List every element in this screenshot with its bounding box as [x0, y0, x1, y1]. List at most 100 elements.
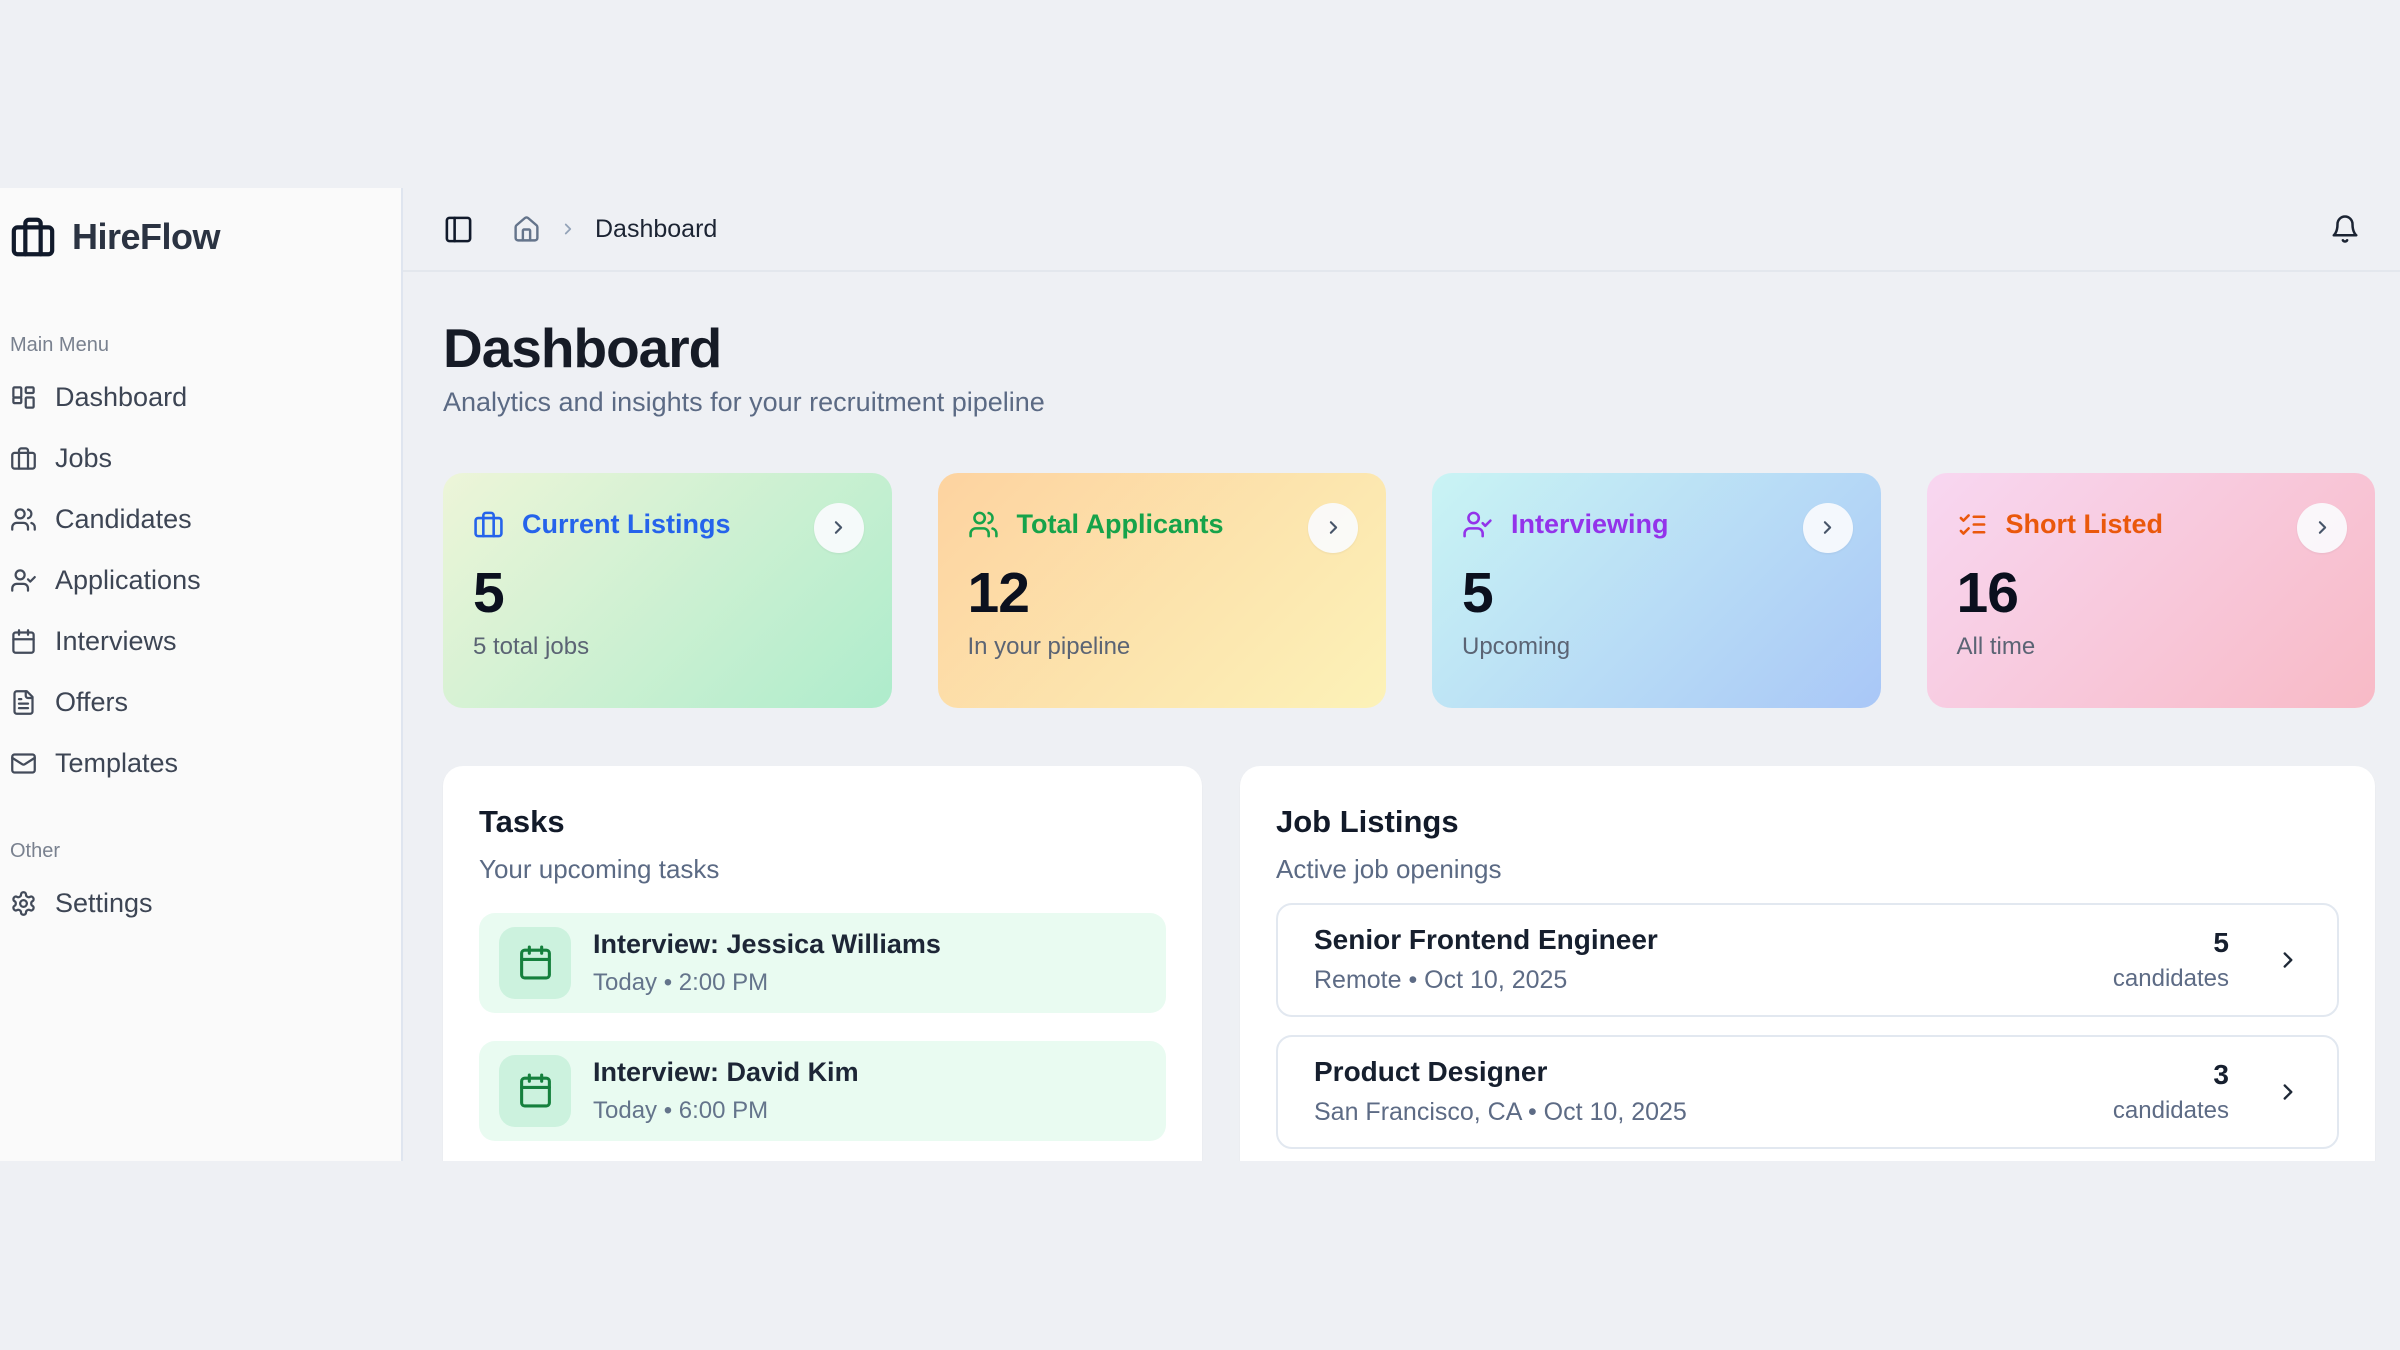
- stat-label: Interviewing: [1511, 508, 1669, 539]
- users-icon: [968, 511, 998, 537]
- chevron-right-icon: [564, 223, 572, 235]
- sidebar-item-label: Applications: [55, 565, 201, 595]
- stat-card-header: Total Applicants: [968, 509, 1357, 540]
- file-text-icon: [13, 690, 34, 715]
- task-title: Interview: Jessica Williams: [593, 928, 941, 959]
- page-subtitle: Analytics and insights for your recruitm…: [443, 386, 1045, 417]
- stat-value: 5: [1462, 560, 1494, 625]
- task-text: Interview: David Kim Today • 6:00 PM: [593, 1057, 859, 1125]
- job-meta: San Francisco, CA • Oct 10, 2025: [1314, 1098, 1687, 1126]
- chevron-right-icon: [834, 521, 843, 534]
- home-icon[interactable]: [512, 215, 541, 244]
- job-info: Senior Frontend Engineer Remote • Oct 10…: [1314, 924, 2113, 995]
- gear-icon: [12, 891, 35, 916]
- job-meta: Remote • Oct 10, 2025: [1314, 966, 1568, 994]
- sidebar-toggle-icon[interactable]: [443, 214, 474, 245]
- stat-card-total-applicants: Total Applicants 12 In your pipeline: [937, 472, 1386, 708]
- page-title: Dashboard: [443, 317, 722, 379]
- task-meta: Today • 6:00 PM: [593, 1096, 769, 1124]
- stat-value: 16: [1956, 560, 2019, 625]
- sidebar-item-offers[interactable]: Offers: [6, 672, 387, 733]
- job-title: Product Designer: [1314, 1056, 1548, 1087]
- chevron-right-icon: [2283, 1083, 2293, 1100]
- job-listings-subtitle: Active job openings: [1276, 853, 1502, 884]
- stat-label: Short Listed: [2005, 508, 2164, 539]
- job-listings-panel: Job Listings Active job openings Senior …: [1240, 765, 2375, 1161]
- sidebar-item-interviews[interactable]: Interviews: [6, 611, 387, 672]
- stat-label: Total Applicants: [1016, 508, 1224, 539]
- sidebar-item-label: Interviews: [55, 626, 177, 656]
- stat-caption: 5 total jobs: [473, 632, 590, 660]
- sidebar-item-templates[interactable]: Templates: [6, 733, 387, 794]
- stat-arrow-button[interactable]: [1308, 502, 1358, 553]
- stat-caption: Upcoming: [1462, 632, 1571, 660]
- main-area: Dashboard Dashboard Analytics and insigh…: [403, 188, 2400, 1161]
- stat-card-header: Current Listings: [473, 509, 862, 540]
- job-title: Senior Frontend Engineer: [1314, 924, 1658, 955]
- calendar-icon: [519, 1073, 551, 1108]
- task-icon-box: [499, 926, 571, 999]
- job-listing-row[interactable]: Senior Frontend Engineer Remote • Oct 10…: [1276, 902, 2339, 1017]
- job-info: Product Designer San Francisco, CA • Oct…: [1314, 1056, 2113, 1127]
- stat-arrow-button[interactable]: [813, 502, 864, 553]
- job-count-label: candidates: [2112, 964, 2229, 992]
- sidebar-item-label: Settings: [55, 888, 153, 918]
- stat-card-header: Interviewing: [1462, 509, 1851, 540]
- chevron-right-icon: [1329, 521, 1337, 534]
- job-listing-row[interactable]: Product Designer San Francisco, CA • Oct…: [1276, 1034, 2339, 1149]
- chevron-right-icon: [1823, 521, 1832, 534]
- users-icon: [11, 508, 36, 531]
- topbar: Dashboard: [403, 188, 2400, 272]
- sidebar-item-dashboard[interactable]: Dashboard: [6, 367, 387, 428]
- sidebar-item-jobs[interactable]: Jobs: [6, 428, 387, 489]
- sidebar-item-label: Dashboard: [55, 382, 188, 412]
- sidebar-item-label: Offers: [55, 687, 129, 717]
- app-logo: HireFlow: [6, 214, 387, 260]
- sidebar-item-label: Jobs: [55, 443, 113, 473]
- stat-card-header: Short Listed: [1957, 509, 2346, 540]
- stat-arrow-button[interactable]: [2297, 502, 2347, 553]
- sidebar-item-label: Candidates: [55, 504, 192, 534]
- stat-caption: All time: [1956, 632, 2036, 660]
- sidebar: HireFlow Main Menu Dashboard Jobs Candid…: [0, 188, 403, 1161]
- tasks-subtitle: Your upcoming tasks: [479, 853, 720, 884]
- job-count-number: 3: [2213, 1058, 2229, 1090]
- page-content: Dashboard Analytics and insights for you…: [403, 272, 2400, 1161]
- breadcrumb-current: Dashboard: [595, 214, 718, 243]
- sidebar-item-label: Templates: [55, 748, 179, 778]
- task-meta: Today • 2:00 PM: [593, 968, 769, 996]
- mail-icon: [11, 753, 36, 774]
- list-checks-icon: [1959, 513, 1985, 535]
- sidebar-section-main-menu: Main Menu: [10, 334, 109, 356]
- task-item[interactable]: Interview: Jessica Williams Today • 2:00…: [479, 912, 1166, 1013]
- task-title: Interview: David Kim: [593, 1056, 859, 1087]
- app-logo-text: HireFlow: [72, 216, 221, 257]
- app-window: HireFlow Main Menu Dashboard Jobs Candid…: [0, 188, 2400, 1161]
- stat-caption: In your pipeline: [967, 632, 1131, 660]
- task-text: Interview: Jessica Williams Today • 2:00…: [593, 929, 941, 997]
- bottom-row: Tasks Your upcoming tasks Interview: Jes…: [443, 765, 2375, 1161]
- stats-row: Current Listings 5 5 total jobs Total Ap…: [443, 472, 2375, 708]
- sidebar-item-candidates[interactable]: Candidates: [6, 489, 387, 550]
- job-candidate-count: 3 candidates: [2113, 1059, 2229, 1125]
- job-listings-title: Job Listings: [1276, 803, 1459, 839]
- user-check-icon: [1463, 511, 1492, 537]
- stat-arrow-button[interactable]: [1802, 502, 1853, 553]
- calendar-icon: [519, 945, 551, 980]
- tasks-title: Tasks: [479, 803, 565, 839]
- calendar-icon: [12, 629, 35, 654]
- briefcase-icon: [474, 511, 503, 537]
- stat-card-current-listings: Current Listings 5 5 total jobs: [443, 472, 892, 708]
- stat-card-short-listed: Short Listed 16 All time: [1926, 472, 2375, 708]
- sidebar-section-other: Other: [10, 840, 61, 862]
- bell-icon[interactable]: [2330, 214, 2360, 244]
- chevron-right-icon: [2318, 521, 2326, 534]
- task-item[interactable]: Interview: David Kim Today • 6:00 PM: [479, 1040, 1166, 1141]
- job-count-label: candidates: [2112, 1096, 2229, 1124]
- dashboard-icon: [12, 386, 35, 409]
- sidebar-item-settings[interactable]: Settings: [6, 873, 387, 934]
- stat-value: 12: [967, 560, 1030, 625]
- briefcase-logo-icon: [10, 214, 56, 260]
- user-check-icon: [11, 569, 36, 592]
- sidebar-item-applications[interactable]: Applications: [6, 550, 387, 611]
